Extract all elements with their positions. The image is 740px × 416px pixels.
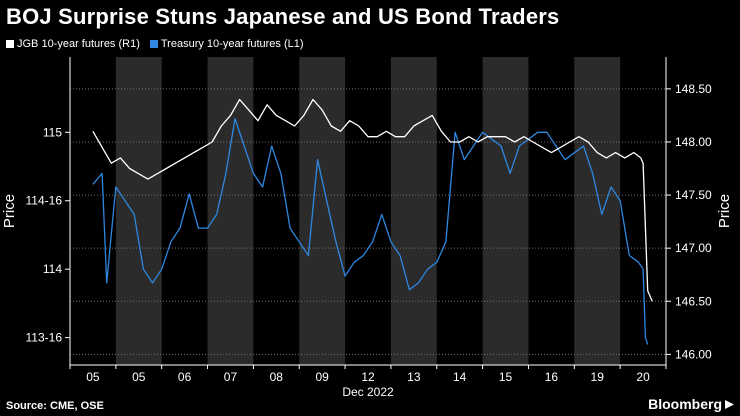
jgb-futures-line bbox=[92, 98, 653, 302]
legend-label-jgb: JGB 10-year futures (R1) bbox=[17, 38, 140, 50]
session-band-0 bbox=[115, 57, 162, 365]
legend-swatch-jgb bbox=[6, 40, 14, 48]
right-axis-title: Price bbox=[716, 194, 733, 228]
session-band-5 bbox=[574, 57, 621, 365]
left-axis-title: Price bbox=[1, 194, 18, 228]
chart-legend: JGB 10-year futures (R1) Treasury 10-yea… bbox=[6, 38, 304, 50]
right-tick-label: 147.00 bbox=[675, 241, 712, 255]
brand-name: Bloomberg bbox=[648, 396, 722, 412]
legend-swatch-treasury bbox=[149, 40, 158, 48]
right-tick-label: 148.00 bbox=[675, 135, 712, 149]
x-tick-label: 06 bbox=[178, 370, 192, 384]
x-tick-label: 05 bbox=[132, 370, 146, 384]
chart-title: BOJ Surprise Stuns Japanese and US Bond … bbox=[6, 4, 560, 29]
x-tick-label: 16 bbox=[545, 370, 559, 384]
x-tick-label: 15 bbox=[499, 370, 513, 384]
session-band-1 bbox=[207, 57, 254, 365]
left-tick-label: 114 bbox=[43, 262, 62, 276]
left-tick-label: 115 bbox=[43, 125, 62, 139]
right-tick-label: 148.50 bbox=[675, 82, 712, 96]
left-tick-label: 113-16 bbox=[26, 331, 63, 345]
right-tick-label: 147.50 bbox=[675, 188, 712, 202]
brand-arrow-icon bbox=[725, 400, 734, 409]
x-axis-title: Dec 2022 bbox=[342, 385, 394, 399]
x-tick-label: 07 bbox=[224, 370, 238, 384]
legend-label-treasury: Treasury 10-year futures (L1) bbox=[160, 38, 304, 50]
session-band-3 bbox=[390, 57, 437, 365]
left-tick-label: 114-16 bbox=[26, 194, 63, 208]
x-tick-label: 14 bbox=[453, 370, 467, 384]
source-note: Source: CME, OSE bbox=[6, 400, 104, 412]
x-tick-label: 08 bbox=[270, 370, 284, 384]
x-tick-label: 09 bbox=[315, 370, 329, 384]
right-tick-label: 146.00 bbox=[675, 347, 712, 361]
session-band-2 bbox=[299, 57, 346, 365]
treasury-futures-line bbox=[92, 117, 649, 345]
x-tick-label: 20 bbox=[636, 370, 650, 384]
x-tick-label: 05 bbox=[86, 370, 100, 384]
right-tick-label: 146.50 bbox=[675, 294, 712, 308]
legend-item-jgb: JGB 10-year futures (R1) bbox=[6, 38, 140, 50]
x-tick-label: 19 bbox=[591, 370, 605, 384]
x-tick-label: 12 bbox=[361, 370, 375, 384]
legend-item-treasury: Treasury 10-year futures (L1) bbox=[149, 38, 304, 50]
x-tick-label: 13 bbox=[407, 370, 421, 384]
session-band-4 bbox=[482, 57, 529, 365]
